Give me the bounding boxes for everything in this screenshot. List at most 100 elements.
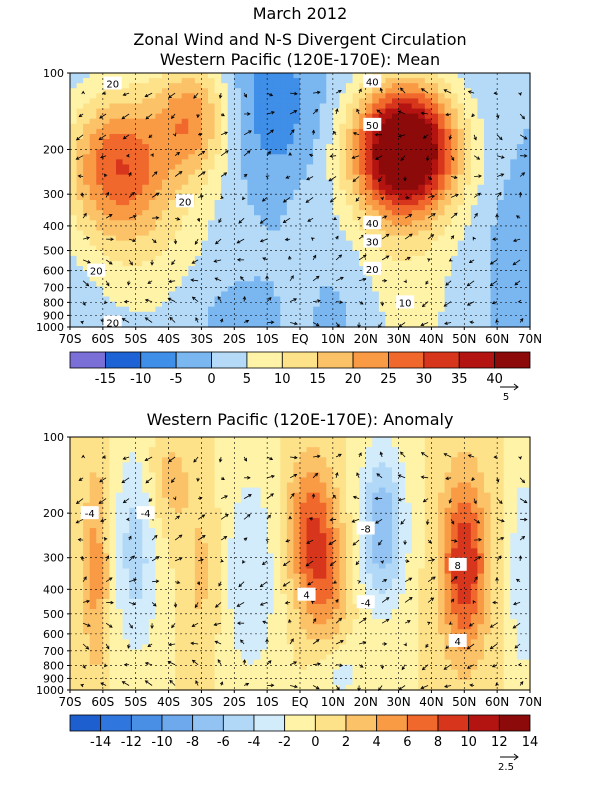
- field-cell: [148, 563, 157, 570]
- field-cell: [490, 133, 498, 140]
- field-cell: [135, 573, 143, 580]
- field-cell: [208, 184, 216, 191]
- field-cell: [181, 83, 189, 89]
- field-cell: [76, 235, 84, 242]
- field-cell: [523, 225, 531, 232]
- field-cell: [286, 225, 295, 232]
- field-cell: [365, 321, 373, 328]
- field-cell: [109, 538, 117, 544]
- field-cell: [523, 230, 531, 237]
- field-cell: [497, 139, 505, 145]
- field-cell: [378, 73, 387, 79]
- field-cell: [457, 149, 465, 155]
- field-cell: [254, 73, 262, 79]
- field-cell: [280, 103, 288, 110]
- field-cell: [96, 83, 104, 89]
- wind-arrowhead: [355, 198, 360, 202]
- field-cell: [194, 169, 203, 176]
- field-cell: [260, 154, 268, 160]
- field-cell: [286, 296, 295, 303]
- field-cell: [385, 139, 393, 145]
- field-cell: [444, 78, 452, 84]
- field-cell: [332, 316, 341, 323]
- contour-label-box: [103, 76, 122, 90]
- field-cell: [142, 654, 150, 661]
- field-cell: [484, 78, 492, 84]
- field-cell: [181, 144, 189, 150]
- field-cell: [306, 301, 314, 308]
- field-cell: [116, 194, 124, 201]
- wind-arrow: [197, 171, 206, 177]
- field-cell: [280, 301, 288, 308]
- field-cell: [109, 447, 117, 453]
- field-cell: [451, 83, 459, 89]
- field-cell: [523, 154, 531, 160]
- field-cell: [234, 210, 242, 216]
- field-cell: [142, 139, 150, 145]
- field-cell: [89, 78, 97, 84]
- field-cell: [510, 255, 518, 262]
- field-cell: [470, 266, 479, 272]
- field-cell: [464, 108, 472, 115]
- field-cell: [431, 235, 439, 242]
- field-cell: [240, 321, 249, 328]
- field-cell: [372, 296, 380, 303]
- wind-arrow: [290, 92, 298, 95]
- field-cell: [116, 639, 124, 646]
- field-cell: [365, 250, 373, 257]
- field-cell: [477, 311, 485, 318]
- field-cell: [484, 255, 492, 262]
- field-cell: [319, 154, 327, 160]
- field-cell: [188, 311, 196, 318]
- field-cell: [372, 316, 380, 323]
- field-cell: [385, 128, 393, 135]
- field-cell: [83, 266, 91, 272]
- field-cell: [477, 235, 485, 242]
- field-cell: [116, 568, 124, 575]
- field-cell: [405, 205, 413, 211]
- field-cell: [293, 184, 301, 191]
- field-cell: [359, 225, 367, 232]
- wind-arrowhead: [306, 176, 310, 181]
- field-cell: [168, 583, 176, 590]
- field-cell: [234, 316, 242, 323]
- field-cell: [89, 654, 97, 661]
- field-cell: [89, 133, 97, 140]
- field-cell: [70, 276, 78, 282]
- field-cell: [70, 93, 78, 99]
- field-cell: [142, 210, 150, 216]
- contour-label-text: 50: [366, 121, 379, 132]
- field-cell: [490, 220, 498, 226]
- wind-arrowhead: [240, 276, 244, 280]
- field-cell: [326, 240, 334, 247]
- field-cell: [510, 235, 518, 242]
- field-cell: [135, 93, 143, 99]
- field-cell: [313, 73, 321, 79]
- field-cell: [70, 200, 78, 206]
- field-cell: [96, 245, 104, 252]
- field-cell: [129, 452, 137, 458]
- wind-arrow: [312, 275, 320, 282]
- field-cell: [194, 108, 203, 115]
- field-cell: [155, 533, 163, 539]
- field-cell: [477, 98, 485, 105]
- field-cell: [168, 301, 176, 308]
- field-cell: [208, 93, 216, 99]
- field-cell: [306, 164, 314, 171]
- field-cell: [89, 548, 97, 554]
- field-cell: [122, 149, 130, 155]
- field-cell: [89, 179, 97, 186]
- field-cell: [155, 467, 163, 474]
- field-cell: [490, 123, 498, 130]
- field-cell: [83, 205, 91, 211]
- field-cell: [319, 260, 327, 267]
- field-cell: [516, 210, 525, 216]
- field-cell: [201, 230, 209, 237]
- field-cell: [444, 316, 452, 323]
- field-cell: [83, 654, 91, 661]
- field-cell: [181, 78, 189, 84]
- field-cell: [142, 452, 150, 458]
- field-cell: [444, 291, 452, 298]
- field-cell: [451, 281, 459, 287]
- field-cell: [392, 266, 400, 272]
